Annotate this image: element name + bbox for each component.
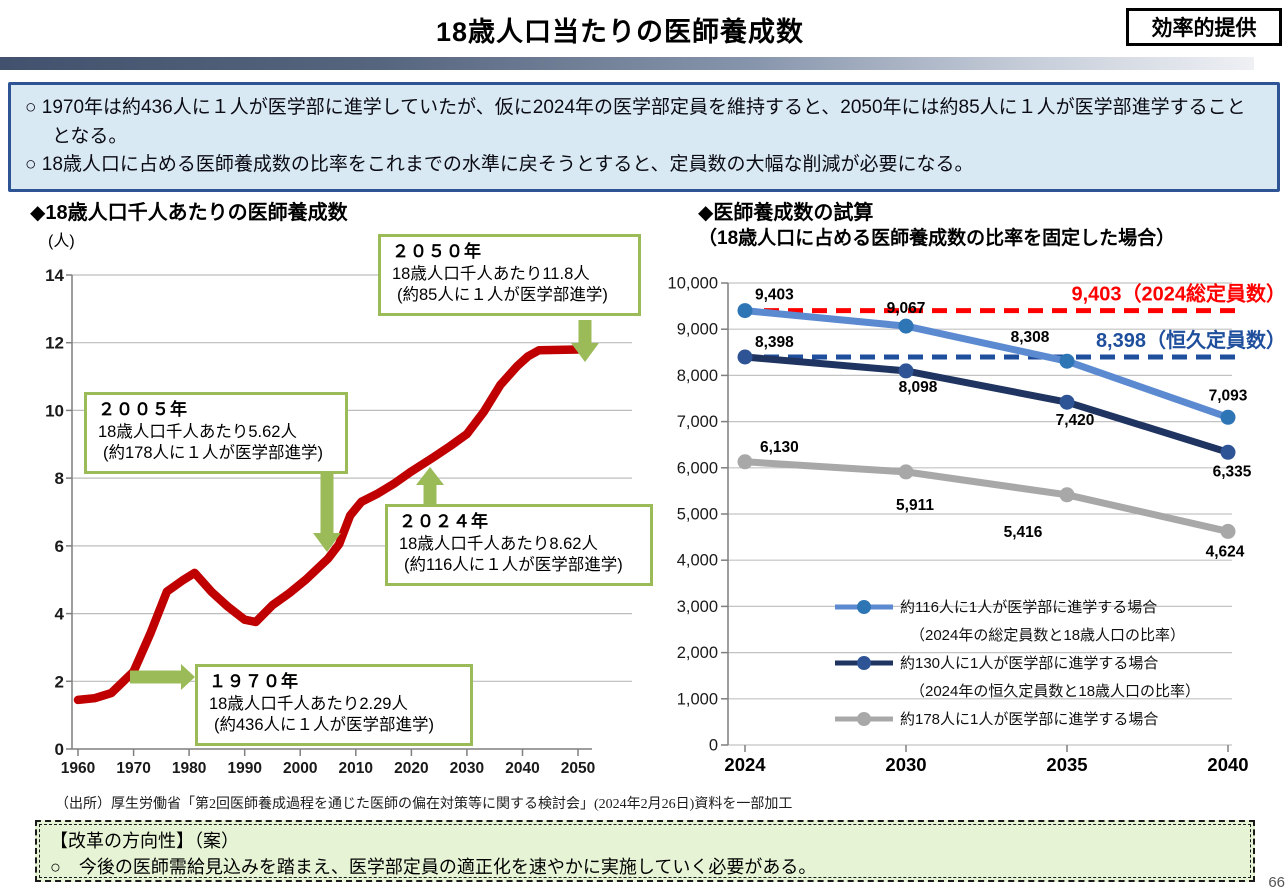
annotation-2050-line2: (約85人に１人が医学部進学) <box>397 286 608 305</box>
svg-text:4,624: 4,624 <box>1206 543 1245 560</box>
title-divider-bar <box>0 57 1254 70</box>
svg-text:6: 6 <box>55 537 64 556</box>
proposal-inner-box: 【改革の方向性】（案） ○ 今後の医師需給見込みを踏まえ、医学部定員の適正化を速… <box>39 824 1251 878</box>
svg-text:4,000: 4,000 <box>677 552 718 570</box>
svg-text:6,335: 6,335 <box>1213 463 1252 480</box>
svg-text:7,093: 7,093 <box>1209 387 1248 404</box>
svg-text:2020: 2020 <box>394 760 428 777</box>
svg-text:9,067: 9,067 <box>887 300 926 317</box>
page-title: 18歳人口当たりの医師養成数 <box>435 17 805 47</box>
left-chart-title: ◆18歳人口千人あたりの医師養成数 <box>30 202 348 224</box>
svg-text:1980: 1980 <box>172 760 206 777</box>
svg-text:8,098: 8,098 <box>899 379 938 396</box>
svg-text:約130人に1人が医学部に進学する場合: 約130人に1人が医学部に進学する場合 <box>900 655 1158 672</box>
svg-text:2035: 2035 <box>1046 754 1087 775</box>
svg-text:1970: 1970 <box>116 760 150 777</box>
annotation-2050: ２０５０年 18歳人口千人あたり11.8人 (約85人に１人が医学部進学) <box>378 234 641 316</box>
left-chart: 0 2 4 6 8 10 12 14 1960 1970 1980 1990 2000 2010 2020 2… <box>40 230 660 790</box>
left-chart-unit-label: (人) <box>48 233 75 250</box>
proposal-box: 【改革の方向性】（案） ○ 今後の医師需給見込みを踏まえ、医学部定員の適正化を速… <box>35 820 1255 882</box>
annotation-1970-year: １９７０年 <box>209 672 299 691</box>
svg-text:（2024年の総定員数と18歳人口の比率）: （2024年の総定員数と18歳人口の比率） <box>910 627 1185 644</box>
svg-text:約116人に1人が医学部に進学する場合: 約116人に1人が医学部に進学する場合 <box>900 599 1157 616</box>
svg-text:7,420: 7,420 <box>1056 412 1095 429</box>
svg-text:2030: 2030 <box>450 760 484 777</box>
summary-bullet-1: ○ 1970年は約436人に１人が医学部に進学していたが、仮に2024年の医学部… <box>25 97 1246 147</box>
efficiency-tag: 効率的提供 <box>1126 8 1282 46</box>
svg-text:10: 10 <box>45 401 64 420</box>
annotation-2024-line1: 18歳人口千人あたり8.62人 <box>399 534 598 553</box>
proposal-bullet: ○ 今後の医師需給見込みを踏まえ、医学部定員の適正化を速やかに実施していく必要が… <box>50 857 817 878</box>
svg-text:10,000: 10,000 <box>668 275 718 293</box>
summary-bullet-2: ○ 18歳人口に占める医師養成数の比率をこれまでの水準に戻そうとすると、定員数の… <box>25 154 974 175</box>
svg-text:0: 0 <box>55 740 64 759</box>
annotation-2024-year: ２０２４年 <box>399 512 489 531</box>
page-number: 66 <box>1268 874 1285 891</box>
svg-text:2024: 2024 <box>724 754 766 775</box>
svg-text:9,000: 9,000 <box>677 321 718 339</box>
svg-text:0: 0 <box>709 737 718 755</box>
summary-box: ○ 1970年は約436人に１人が医学部に進学していたが、仮に2024年の医学部… <box>8 82 1280 192</box>
annotation-2024: ２０２４年 18歳人口千人あたり8.62人 (約116人に１人が医学部進学) <box>385 504 653 586</box>
annotation-1970: １９７０年 18歳人口千人あたり2.29人 (約436人に１人が医学部進学) <box>195 664 473 746</box>
svg-text:5,416: 5,416 <box>1004 524 1043 541</box>
annotation-2024-line2: (約116人に１人が医学部進学) <box>404 556 623 575</box>
annotation-1970-line1: 18歳人口千人あたり2.29人 <box>209 694 408 713</box>
annotation-2050-year: ２０５０年 <box>392 242 482 261</box>
svg-text:14: 14 <box>45 266 64 285</box>
svg-text:2: 2 <box>55 672 64 691</box>
svg-text:2,000: 2,000 <box>677 644 718 662</box>
svg-text:2040: 2040 <box>1207 754 1248 775</box>
svg-text:2040: 2040 <box>505 760 539 777</box>
right-chart-subtitle: （18歳人口に占める医師養成数の比率を固定した場合） <box>698 228 1176 249</box>
proposal-heading: 【改革の方向性】（案） <box>50 831 239 851</box>
svg-text:1990: 1990 <box>227 760 261 777</box>
svg-text:2050: 2050 <box>561 760 595 777</box>
svg-text:9,403: 9,403 <box>755 287 794 304</box>
svg-text:（2024年の恒久定員数と18歳人口の比率）: （2024年の恒久定員数と18歳人口の比率） <box>910 683 1200 700</box>
svg-text:6,130: 6,130 <box>760 439 799 456</box>
svg-text:1960: 1960 <box>61 760 95 777</box>
annotation-2005-year: ２００５年 <box>98 400 188 419</box>
svg-text:2010: 2010 <box>339 760 373 777</box>
annotation-2005-line2: (約178人に１人が医学部進学) <box>103 444 324 463</box>
svg-text:約178人に1人が医学部に進学する場合: 約178人に1人が医学部に進学する場合 <box>900 711 1158 728</box>
annotation-1970-line2: (約436人に１人が医学部進学) <box>214 716 435 735</box>
svg-text:6,000: 6,000 <box>677 459 718 477</box>
right-chart: 0 1,000 2,000 3,000 4,000 5,000 6,000 7,000 8,00… <box>660 255 1288 790</box>
svg-text:12: 12 <box>45 334 64 353</box>
svg-text:8,398（恒久定員数）: 8,398（恒久定員数） <box>1096 328 1286 352</box>
annotation-2005: ２００５年 18歳人口千人あたり5.62人 (約178人に１人が医学部進学) <box>84 392 348 474</box>
annotation-2050-line1: 18歳人口千人あたり11.8人 <box>392 264 590 283</box>
svg-text:2000: 2000 <box>283 760 317 777</box>
annotation-2005-line1: 18歳人口千人あたり5.62人 <box>98 422 297 441</box>
right-chart-title: ◆医師養成数の試算 <box>698 202 874 224</box>
svg-text:9,403（2024総定員数）: 9,403（2024総定員数） <box>1071 282 1286 306</box>
svg-text:4: 4 <box>55 605 65 624</box>
svg-text:7,000: 7,000 <box>677 413 718 431</box>
svg-text:2030: 2030 <box>885 754 926 775</box>
source-note: （出所）厚生労働省「第2回医師養成過程を通じた医師の偏在対策等に関する検討会」(… <box>55 797 793 812</box>
svg-text:5,000: 5,000 <box>677 506 718 524</box>
svg-text:1,000: 1,000 <box>677 690 718 708</box>
svg-text:3,000: 3,000 <box>677 598 718 616</box>
svg-text:5,911: 5,911 <box>896 497 934 514</box>
svg-text:8,398: 8,398 <box>755 334 794 351</box>
svg-text:8,308: 8,308 <box>1011 329 1050 346</box>
svg-text:8: 8 <box>55 469 64 488</box>
svg-text:8,000: 8,000 <box>677 367 718 385</box>
